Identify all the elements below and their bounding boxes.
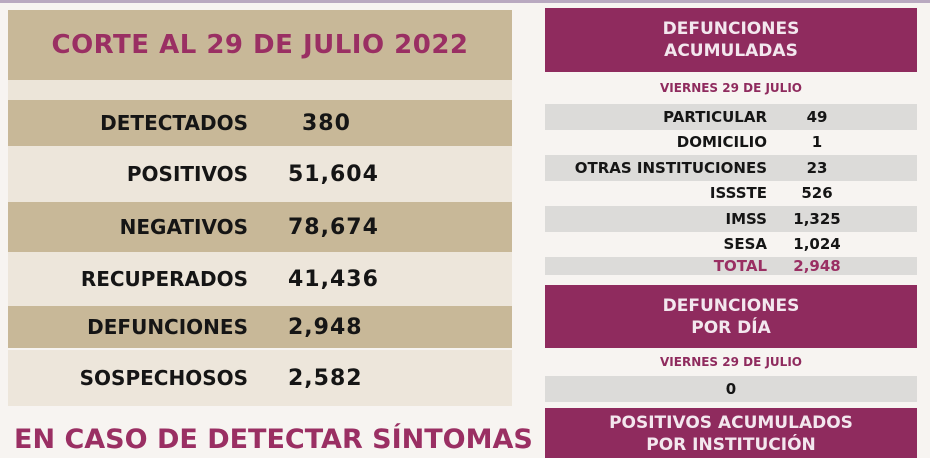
acum-row: OTRAS INSTITUCIONES 23 bbox=[545, 155, 917, 181]
acum-row: SESA 1,024 bbox=[723, 235, 841, 254]
acum-date: VIERNES 29 DE JULIO bbox=[660, 81, 802, 95]
acum-header: DEFUNCIONES ACUMULADAS bbox=[545, 8, 917, 72]
dia-header: DEFUNCIONES POR DÍA bbox=[545, 285, 917, 348]
summary-title: CORTE AL 29 DE JULIO 2022 bbox=[8, 10, 512, 80]
acum-row: ISSSTE 526 bbox=[709, 184, 833, 203]
acum-total-row: TOTAL 2,948 bbox=[545, 257, 917, 275]
pos-header: POSITIVOS ACUMULADOS POR INSTITUCIÓN bbox=[545, 407, 917, 458]
symptoms-heading: EN CASO DE DETECTAR SÍNTOMAS bbox=[14, 424, 533, 455]
top-divider bbox=[0, 0, 930, 3]
summary-panel: CORTE AL 29 DE JULIO 2022 DETECTADOS 380 … bbox=[8, 10, 512, 406]
divider-strip bbox=[8, 80, 512, 100]
deaths-panel: DEFUNCIONES ACUMULADAS VIERNES 29 DE JUL… bbox=[545, 8, 917, 458]
row-detectados: DETECTADOS 380 bbox=[8, 100, 512, 146]
acum-row: DOMICILIO 1 bbox=[676, 133, 823, 152]
row-defunciones: DEFUNCIONES 2,948 bbox=[8, 306, 512, 348]
dia-value: 0 bbox=[545, 376, 917, 402]
acum-row: PARTICULAR 49 bbox=[545, 104, 917, 130]
row-recuperados: RECUPERADOS 41,436 bbox=[8, 252, 512, 306]
row-sospechosos: SOSPECHOSOS 2,582 bbox=[8, 350, 512, 406]
acum-row: IMSS 1,325 bbox=[545, 206, 917, 232]
row-positivos: POSITIVOS 51,604 bbox=[8, 146, 512, 202]
row-negativos: NEGATIVOS 78,674 bbox=[8, 202, 512, 252]
dia-date: VIERNES 29 DE JULIO bbox=[660, 355, 802, 369]
